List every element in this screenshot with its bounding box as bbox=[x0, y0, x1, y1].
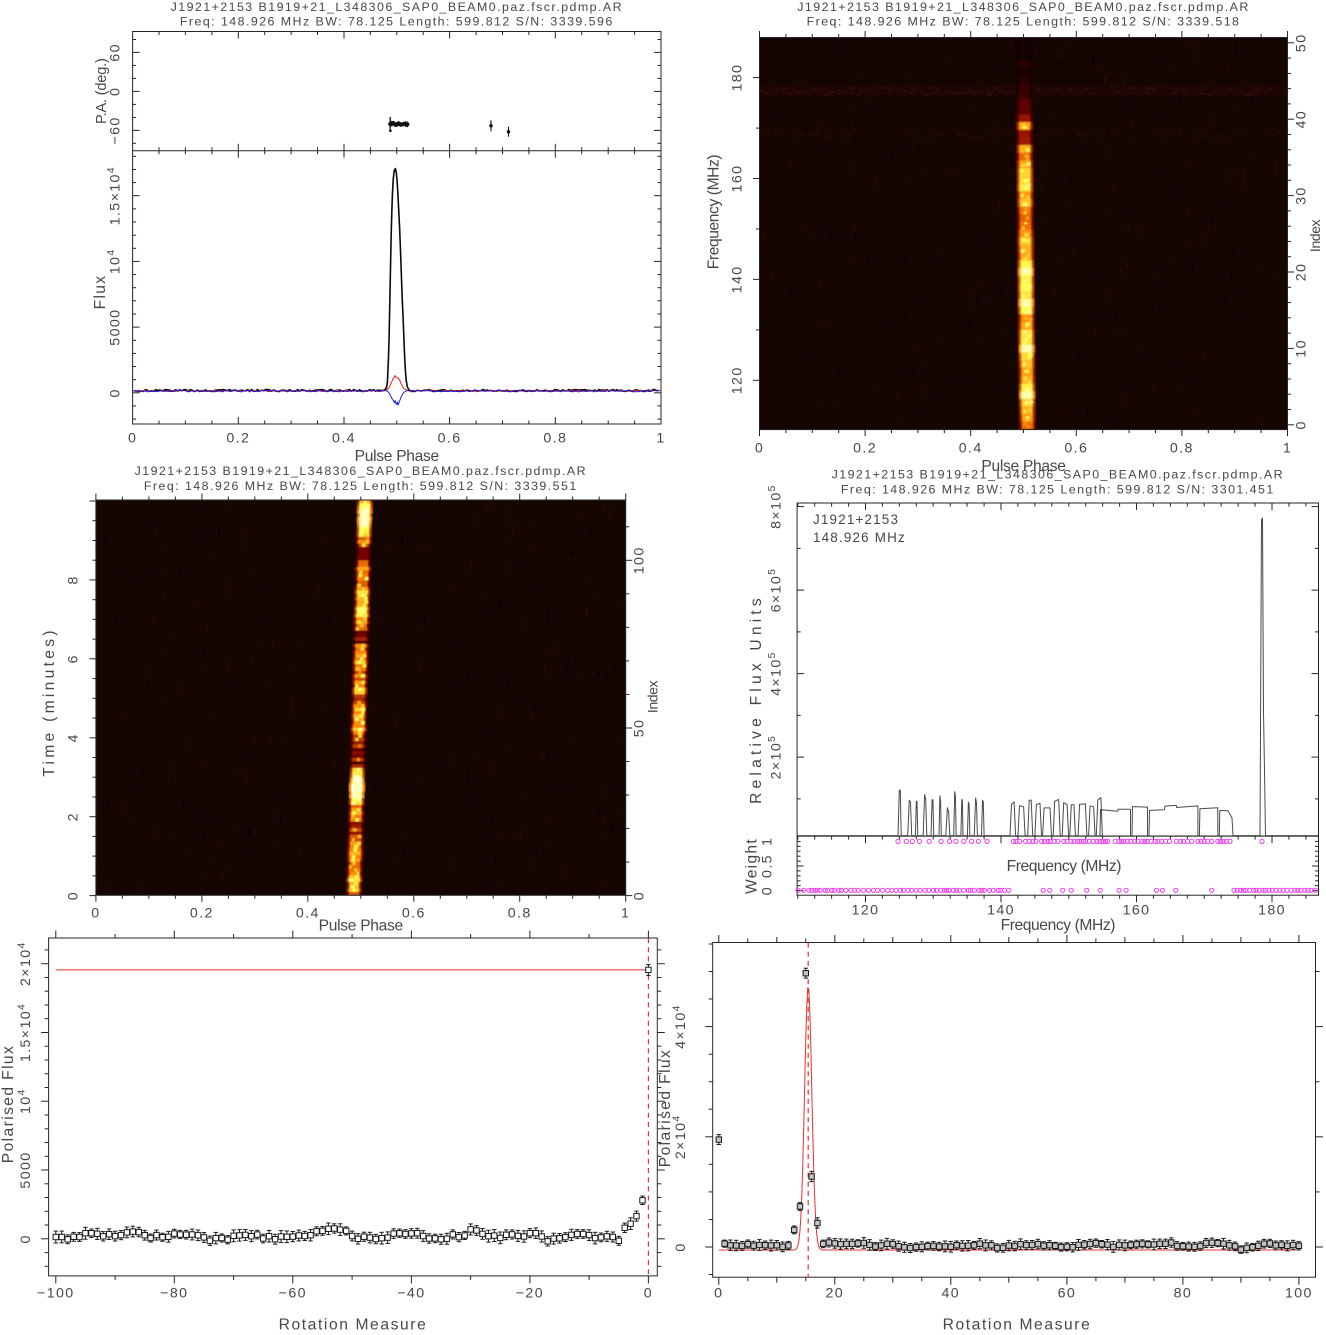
svg-text:0.2: 0.2 bbox=[226, 430, 250, 446]
svg-text:120: 120 bbox=[730, 366, 746, 394]
svg-text:J1921+2153: J1921+2153 bbox=[813, 512, 899, 527]
svg-text:0: 0 bbox=[1294, 420, 1310, 429]
svg-text:1.5×104: 1.5×104 bbox=[106, 166, 123, 225]
svg-text:100: 100 bbox=[632, 546, 648, 574]
svg-text:−60: −60 bbox=[279, 1286, 307, 1302]
svg-text:0.8: 0.8 bbox=[1170, 441, 1194, 457]
svg-text:0: 0 bbox=[66, 891, 82, 900]
svg-text:Flux: Flux bbox=[92, 275, 109, 310]
svg-text:50: 50 bbox=[632, 719, 648, 738]
svg-text:−100: −100 bbox=[37, 1286, 75, 1302]
svg-text:0.6: 0.6 bbox=[1064, 441, 1088, 457]
svg-text:Pulse Phase: Pulse Phase bbox=[319, 918, 403, 935]
svg-text:J1921+2153 B1919+21_L348306_SA: J1921+2153 B1919+21_L348306_SAP0_BEAM0.p… bbox=[832, 468, 1284, 482]
svg-text:Pulse Phase: Pulse Phase bbox=[981, 458, 1065, 475]
svg-text:140: 140 bbox=[987, 903, 1015, 919]
svg-text:Pulse Phase: Pulse Phase bbox=[355, 448, 439, 465]
svg-text:5000: 5000 bbox=[108, 309, 124, 346]
svg-text:0: 0 bbox=[644, 1286, 653, 1302]
svg-text:0.8: 0.8 bbox=[543, 430, 567, 446]
svg-text:4×105: 4×105 bbox=[767, 651, 784, 696]
svg-text:2×105: 2×105 bbox=[767, 735, 784, 780]
svg-text:40: 40 bbox=[1294, 110, 1310, 129]
svg-text:2×104: 2×104 bbox=[672, 1114, 689, 1159]
svg-text:30: 30 bbox=[1294, 186, 1310, 205]
svg-text:P.A. (deg.): P.A. (deg.) bbox=[94, 58, 110, 124]
svg-text:160: 160 bbox=[730, 165, 746, 193]
svg-text:0.8: 0.8 bbox=[508, 906, 532, 922]
svg-text:Freq: 148.926 MHz BW: 78.125 L: Freq: 148.926 MHz BW: 78.125 Length: 599… bbox=[807, 15, 1241, 29]
svg-text:120: 120 bbox=[852, 903, 880, 919]
svg-text:50: 50 bbox=[1294, 34, 1310, 53]
svg-text:100: 100 bbox=[1285, 1286, 1313, 1302]
svg-text:0.4: 0.4 bbox=[332, 430, 356, 446]
svg-text:Frequency (MHz): Frequency (MHz) bbox=[705, 155, 722, 270]
svg-text:Index: Index bbox=[646, 680, 662, 713]
svg-text:8×105: 8×105 bbox=[767, 484, 784, 529]
svg-text:0.2: 0.2 bbox=[853, 441, 877, 457]
svg-text:0.4: 0.4 bbox=[296, 906, 320, 922]
svg-text:4: 4 bbox=[66, 733, 82, 742]
svg-text:6×105: 6×105 bbox=[767, 568, 784, 613]
svg-text:Rotation Measure: Rotation Measure bbox=[279, 1317, 428, 1334]
svg-text:1: 1 bbox=[1283, 441, 1292, 457]
svg-text:20: 20 bbox=[1294, 263, 1310, 282]
svg-text:0: 0 bbox=[128, 430, 137, 446]
svg-text:0.4: 0.4 bbox=[959, 441, 983, 457]
svg-text:60: 60 bbox=[1058, 1286, 1077, 1302]
svg-text:Rotation Measure: Rotation Measure bbox=[943, 1317, 1092, 1334]
svg-text:0: 0 bbox=[91, 906, 100, 922]
svg-text:0: 0 bbox=[18, 1234, 34, 1243]
svg-text:Index: Index bbox=[1308, 219, 1324, 252]
svg-text:80: 80 bbox=[1174, 1286, 1193, 1302]
svg-text:1: 1 bbox=[656, 430, 665, 446]
svg-text:1: 1 bbox=[760, 837, 776, 846]
svg-text:Freq: 148.926 MHz BW: 78.125 L: Freq: 148.926 MHz BW: 78.125 Length: 599… bbox=[841, 483, 1275, 497]
svg-text:−80: −80 bbox=[160, 1286, 188, 1302]
svg-text:0.5: 0.5 bbox=[760, 854, 776, 878]
svg-text:20: 20 bbox=[826, 1286, 845, 1302]
svg-text:10: 10 bbox=[1294, 339, 1310, 358]
svg-text:Frequency (MHz): Frequency (MHz) bbox=[1001, 917, 1116, 934]
svg-text:Relative Flux Units: Relative Flux Units bbox=[748, 594, 765, 804]
svg-text:0: 0 bbox=[673, 1242, 689, 1251]
svg-text:Polarised Flux: Polarised Flux bbox=[0, 1045, 17, 1163]
svg-text:J1921+2153 B1919+21_L348306_SA: J1921+2153 B1919+21_L348306_SAP0_BEAM0.p… bbox=[135, 464, 587, 478]
svg-text:0.2: 0.2 bbox=[190, 906, 214, 922]
svg-text:Time (minutes): Time (minutes) bbox=[41, 627, 58, 777]
svg-text:Polarised Flux: Polarised Flux bbox=[657, 1049, 674, 1167]
svg-text:1: 1 bbox=[621, 906, 630, 922]
svg-text:−40: −40 bbox=[397, 1286, 425, 1302]
svg-text:0: 0 bbox=[632, 891, 648, 900]
svg-text:4×104: 4×104 bbox=[672, 1004, 689, 1049]
svg-text:160: 160 bbox=[1123, 903, 1151, 919]
svg-text:−20: −20 bbox=[516, 1286, 544, 1302]
svg-text:2: 2 bbox=[66, 812, 82, 821]
svg-text:1.5×104: 1.5×104 bbox=[17, 1003, 34, 1062]
svg-text:180: 180 bbox=[730, 64, 746, 92]
svg-text:6: 6 bbox=[66, 654, 82, 663]
svg-text:8: 8 bbox=[66, 575, 82, 584]
svg-text:5000: 5000 bbox=[18, 1151, 34, 1188]
svg-text:0: 0 bbox=[108, 87, 124, 96]
svg-text:0.6: 0.6 bbox=[438, 430, 462, 446]
svg-text:0: 0 bbox=[755, 441, 764, 457]
svg-text:40: 40 bbox=[942, 1286, 961, 1302]
svg-text:0: 0 bbox=[760, 886, 776, 895]
svg-text:Weight: Weight bbox=[744, 838, 761, 894]
svg-text:J1921+2153 B1919+21_L348306_SA: J1921+2153 B1919+21_L348306_SAP0_BEAM0.p… bbox=[171, 0, 623, 14]
svg-text:J1921+2153 B1919+21_L348306_SA: J1921+2153 B1919+21_L348306_SAP0_BEAM0.p… bbox=[797, 0, 1249, 14]
svg-text:60: 60 bbox=[108, 43, 124, 62]
svg-text:2×104: 2×104 bbox=[17, 941, 34, 986]
svg-text:Freq: 148.926 MHz BW: 78.125 L: Freq: 148.926 MHz BW: 78.125 Length: 599… bbox=[180, 15, 614, 29]
svg-text:180: 180 bbox=[1258, 903, 1286, 919]
svg-text:0: 0 bbox=[108, 388, 124, 397]
svg-text:140: 140 bbox=[730, 265, 746, 293]
svg-text:148.926 MHz: 148.926 MHz bbox=[813, 530, 906, 545]
svg-text:0.6: 0.6 bbox=[402, 906, 426, 922]
svg-text:Freq: 148.926 MHz BW: 78.125 L: Freq: 148.926 MHz BW: 78.125 Length: 599… bbox=[144, 479, 578, 493]
svg-text:−60: −60 bbox=[108, 116, 124, 144]
svg-text:Frequency (MHz): Frequency (MHz) bbox=[1007, 858, 1122, 875]
svg-text:0: 0 bbox=[714, 1286, 723, 1302]
